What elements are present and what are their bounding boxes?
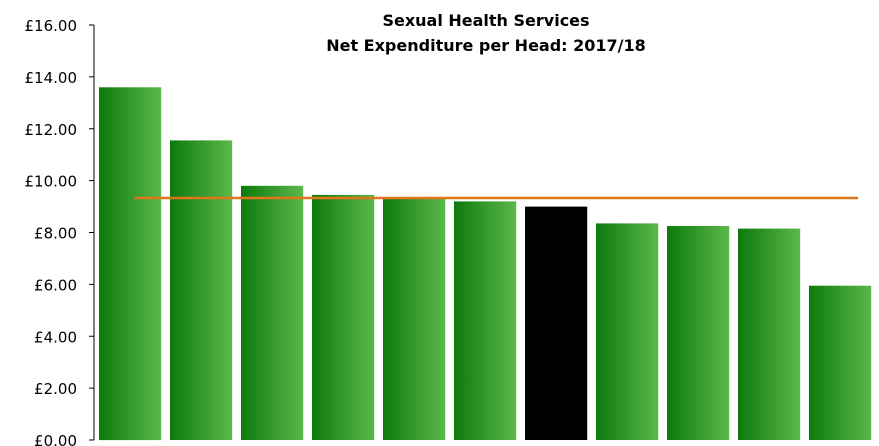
y-tick-label: £0.00 [34,432,77,446]
bar [454,201,517,440]
y-tick-label: £10.00 [25,173,78,191]
bar [170,140,233,440]
y-tick-label: £8.00 [34,225,77,243]
bar [383,198,446,440]
y-tick-label: £16.00 [25,17,78,35]
highlighted-bar [525,206,588,440]
y-tick-label: £6.00 [34,276,77,294]
bar [99,87,162,441]
bar [241,185,304,440]
bar [738,228,801,440]
chart-title-line-1: Sexual Health Services [382,11,589,30]
bar [596,223,659,440]
bar [667,226,730,440]
y-tick-label: £12.00 [25,121,78,139]
y-tick-label: £14.00 [25,69,78,87]
bar [312,194,375,440]
y-tick-label: £2.00 [34,380,77,398]
chart-title-line-2: Net Expenditure per Head: 2017/18 [326,36,646,55]
bar [809,285,872,440]
y-tick-label: £4.00 [34,328,77,346]
